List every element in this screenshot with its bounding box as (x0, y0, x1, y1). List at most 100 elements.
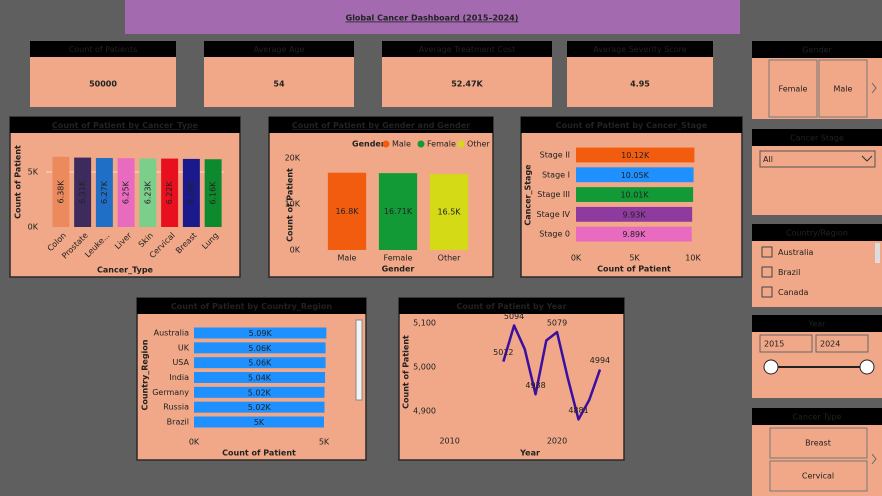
slicer-arrow[interactable] (871, 82, 877, 94)
value-label: 5.02K (248, 388, 272, 397)
value-label: 16.71K (384, 207, 413, 216)
slider-handle[interactable] (763, 359, 779, 375)
dropdown-chevron[interactable] (861, 155, 873, 162)
chart-header (521, 117, 742, 133)
y-axis-label: Country_Region (141, 339, 150, 410)
y-tick-label: 0K (28, 223, 39, 232)
value-label: 10.12K (621, 151, 650, 160)
value-label: 6.27K (100, 180, 109, 204)
x-tick-label: Female (384, 254, 413, 263)
value-label: 5.04K (248, 374, 272, 383)
date-input[interactable] (759, 334, 813, 353)
y-tick-label: Russia (163, 403, 189, 412)
slicer-button[interactable] (769, 427, 868, 459)
value-label: 5012 (493, 348, 513, 357)
y-tick-label: Germany (152, 388, 189, 397)
slicer-header (752, 224, 882, 241)
y-tick-label: UK (178, 343, 190, 352)
value-label: 5.09K (249, 329, 273, 338)
value-label: 6.22K (165, 181, 174, 205)
slicer-button[interactable] (769, 460, 868, 492)
checkbox-label: Australia (778, 248, 813, 257)
bar (194, 342, 326, 354)
y-tick-label: Stage I (542, 170, 570, 179)
bar (576, 167, 694, 183)
legend-swatch (457, 140, 465, 148)
value-label: 5K (254, 418, 265, 427)
x-tick-label: Other (438, 254, 461, 263)
slicer-option: Female (779, 85, 808, 94)
bar (194, 386, 325, 398)
kpi-card (204, 57, 354, 107)
slicer-button[interactable] (818, 59, 868, 118)
y-tick-label: USA (172, 358, 189, 367)
x-tick-label: Male (338, 254, 357, 263)
scrollbar[interactable] (355, 319, 363, 401)
slicer-option: Male (834, 85, 853, 94)
x-axis-label: Cancer_Type (97, 266, 154, 275)
bar (204, 159, 222, 227)
line (502, 324, 602, 421)
y-tick-label: Australia (154, 329, 189, 338)
bar (194, 327, 327, 339)
x-tick-label: 10K (685, 254, 701, 263)
scrollbar (875, 243, 880, 263)
bar (194, 372, 326, 383)
x-axis-label: Count of Patient (597, 265, 671, 274)
date-input[interactable] (815, 334, 869, 353)
kpi-label: Average Severity Score (593, 45, 686, 54)
x-tick-label: 2010 (439, 437, 459, 446)
kpi-card (567, 57, 713, 107)
slicer-title: Gender (802, 46, 832, 55)
year-to: 2024 (820, 340, 840, 349)
bar (74, 157, 92, 227)
bar (194, 401, 325, 413)
bar (576, 187, 694, 202)
bar (327, 172, 367, 250)
slicer-button[interactable] (768, 59, 818, 118)
chart-header (399, 298, 624, 314)
checkbox-label: Canada (778, 288, 809, 297)
y-tick-label: Stage II (540, 150, 570, 159)
legend-title: Gender (352, 140, 385, 149)
chart-title: Count of Patient by Cancer_Stage (556, 121, 708, 130)
title-banner (125, 0, 740, 34)
slicer-title: Cancer Type (792, 413, 841, 422)
value-label: 6.31K (78, 180, 87, 204)
kpi-header (567, 41, 713, 57)
slicer-title: Year (808, 320, 827, 329)
kpi-value: 52.47K (451, 80, 483, 89)
kpi-header (204, 41, 354, 57)
bar (52, 156, 70, 227)
checkbox[interactable] (761, 286, 773, 298)
y-axis-label: Cancer_Stage (524, 164, 533, 226)
chart-header (269, 117, 493, 133)
value-label: 10.01K (620, 191, 649, 200)
value-label: 4994 (590, 356, 610, 365)
dashboard-title: Global Cancer Dashboard (2015–2024) (346, 14, 519, 23)
slicer-header (752, 315, 882, 332)
kpi-card (382, 57, 552, 107)
value-label: 5079 (547, 319, 567, 328)
y-tick-label: 4,900 (413, 407, 436, 416)
slider-handle[interactable] (859, 359, 875, 375)
value-label: 16.8K (335, 207, 359, 216)
legend-swatch (417, 140, 425, 148)
value-label: 5.06K (248, 344, 272, 353)
value-label: 5.02K (248, 403, 272, 412)
checkbox[interactable] (761, 246, 773, 258)
slicer-option: Breast (805, 439, 831, 448)
chart-panel (398, 297, 625, 461)
bar (117, 158, 135, 227)
slicer-arrow[interactable] (871, 453, 877, 465)
value-label: 9.93K (623, 210, 647, 219)
slicer-title: Cancer Stage (790, 134, 844, 143)
kpi-label: Average Treatment Cost (419, 45, 515, 54)
y-tick-label: 0K (290, 246, 301, 255)
x-axis-label: Year (519, 449, 540, 458)
dropdown[interactable] (759, 150, 876, 168)
checkbox-label: Brazil (778, 268, 800, 277)
checkbox[interactable] (761, 266, 773, 278)
